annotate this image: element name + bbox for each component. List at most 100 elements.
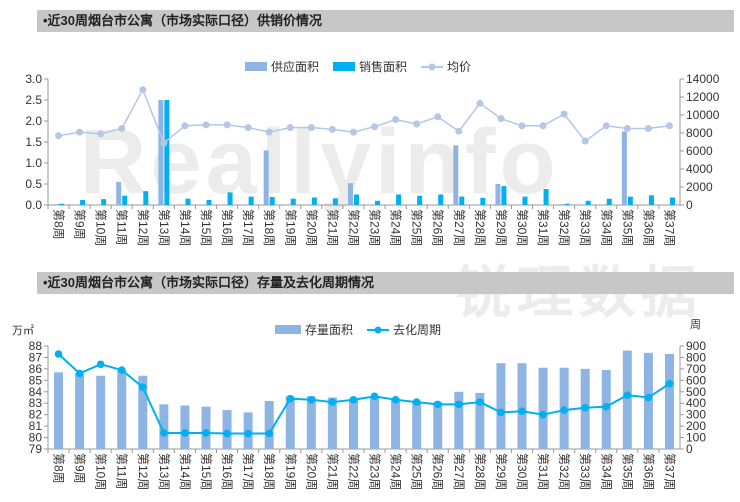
x-tick-label: 第26周: [431, 453, 445, 490]
x-tick-label: 第31周: [536, 453, 550, 490]
y-left-tick-label: 2.0: [25, 114, 42, 128]
bar-销售面积: [543, 189, 549, 205]
bar-销售面积: [248, 196, 254, 205]
point-去化周期: [581, 404, 589, 412]
x-tick-label: 第18周: [262, 209, 276, 246]
point-去化周期: [391, 395, 400, 404]
x-tick-label: 第30周: [515, 209, 529, 246]
legend-swatch-销售面积: [333, 62, 355, 71]
point-均价: [181, 122, 189, 130]
bar-供应面积: [263, 150, 269, 205]
point-去化周期: [307, 395, 316, 404]
x-tick-label: 第23周: [368, 453, 382, 490]
point-均价: [623, 125, 631, 132]
point-均价: [476, 99, 484, 107]
bar-销售面积: [585, 200, 591, 205]
supply-sales-price-chart: 0.0 0.5 1.0 1.5 2.0 2.5 3.0 0 2000 4000 6000 8000 10…: [25, 59, 720, 246]
bar-销售面积: [80, 199, 86, 205]
bar-销售面积: [59, 203, 65, 205]
y-right-tick-label: 500: [686, 385, 706, 399]
bar-销售面积: [332, 198, 338, 205]
point-去化周期: [560, 406, 568, 414]
line-均价: [58, 88, 670, 145]
y-left-tick-label: 87: [29, 350, 43, 364]
bar-存量面积: [138, 375, 148, 449]
x-tick-label: 第9周: [73, 209, 87, 240]
point-去化周期: [117, 366, 126, 374]
x-tick-label: 第35周: [620, 209, 634, 246]
point-去化周期: [602, 402, 611, 411]
bar-销售面积: [311, 197, 317, 205]
point-去化周期: [181, 429, 189, 437]
x-tick-label: 第21周: [325, 209, 339, 246]
point-去化周期: [476, 398, 484, 406]
y-right-tick-label: 800: [686, 350, 706, 364]
point-均价: [244, 124, 252, 132]
legend-marker-均价: [428, 63, 436, 71]
point-均价: [265, 128, 273, 136]
point-均价: [392, 116, 400, 123]
x-tick-label: 第30周: [515, 453, 529, 490]
bar-存量面积: [412, 400, 422, 449]
bar-供应面积: [495, 184, 501, 205]
bar-存量面积: [54, 372, 64, 449]
y-right-tick-label: 10000: [686, 108, 720, 122]
legend-label: 供应面积: [271, 59, 319, 74]
point-均价: [497, 115, 505, 123]
y-right-tick-label: 6000: [686, 144, 713, 158]
x-tick-label: 第18周: [262, 453, 276, 490]
bar-存量面积: [538, 367, 548, 449]
point-去化周期: [96, 360, 105, 369]
legend-swatch-存量面积: [275, 325, 301, 334]
bar-存量面积: [75, 373, 85, 449]
bar-存量面积: [327, 397, 337, 449]
y-right-tick-label: 12000: [686, 90, 720, 104]
x-tick-label: 第19周: [283, 453, 297, 490]
bar-销售面积: [290, 198, 296, 205]
chart-2-title: •近30周烟台市公寓（市场实际口径）存量及去化周期情况: [37, 272, 734, 294]
bar-存量面积: [348, 398, 358, 449]
point-均价: [118, 125, 126, 132]
y-left-tick-label: 85: [29, 373, 43, 387]
x-tick-label: 第35周: [620, 453, 634, 490]
bar-存量面积: [285, 396, 295, 449]
y-left-tick-label: 79: [29, 442, 43, 456]
x-tick-label: 第28周: [473, 453, 487, 490]
x-tick-label: 第37周: [662, 453, 676, 490]
point-均价: [97, 130, 105, 138]
bar-销售面积: [269, 197, 275, 205]
y-right-tick-label: 200: [686, 419, 706, 433]
bar-销售面积: [185, 198, 191, 205]
point-均价: [371, 123, 379, 131]
point-去化周期: [644, 393, 653, 402]
bar-销售面积: [417, 195, 423, 205]
legend-label: 均价: [447, 60, 471, 74]
x-tick-label: 第17周: [241, 453, 255, 490]
point-均价: [560, 110, 568, 118]
point-去化周期: [539, 410, 547, 419]
point-均价: [202, 121, 210, 129]
bar-销售面积: [564, 203, 570, 205]
point-均价: [539, 122, 547, 130]
y-left-tick-label: 82: [29, 408, 43, 422]
point-去化周期: [665, 379, 674, 388]
bar-销售面积: [480, 197, 486, 205]
bar-供应面积: [116, 181, 122, 205]
point-去化周期: [412, 398, 421, 406]
point-去化周期: [518, 407, 526, 416]
x-tick-label: 第26周: [431, 209, 445, 246]
bar-供应面积: [53, 204, 59, 205]
bar-存量面积: [117, 370, 127, 449]
point-去化周期: [433, 400, 442, 409]
x-tick-label: 第11周: [115, 453, 129, 489]
x-tick-label: 第33周: [578, 209, 592, 246]
x-tick-label: 第8周: [52, 453, 66, 484]
bar-存量面积: [475, 392, 485, 449]
point-去化周期: [75, 369, 84, 378]
point-去化周期: [286, 394, 295, 403]
x-tick-label: 第10周: [94, 453, 108, 490]
point-去化周期: [623, 391, 632, 400]
bar-存量面积: [96, 375, 106, 449]
x-tick-label: 第20周: [304, 209, 318, 246]
